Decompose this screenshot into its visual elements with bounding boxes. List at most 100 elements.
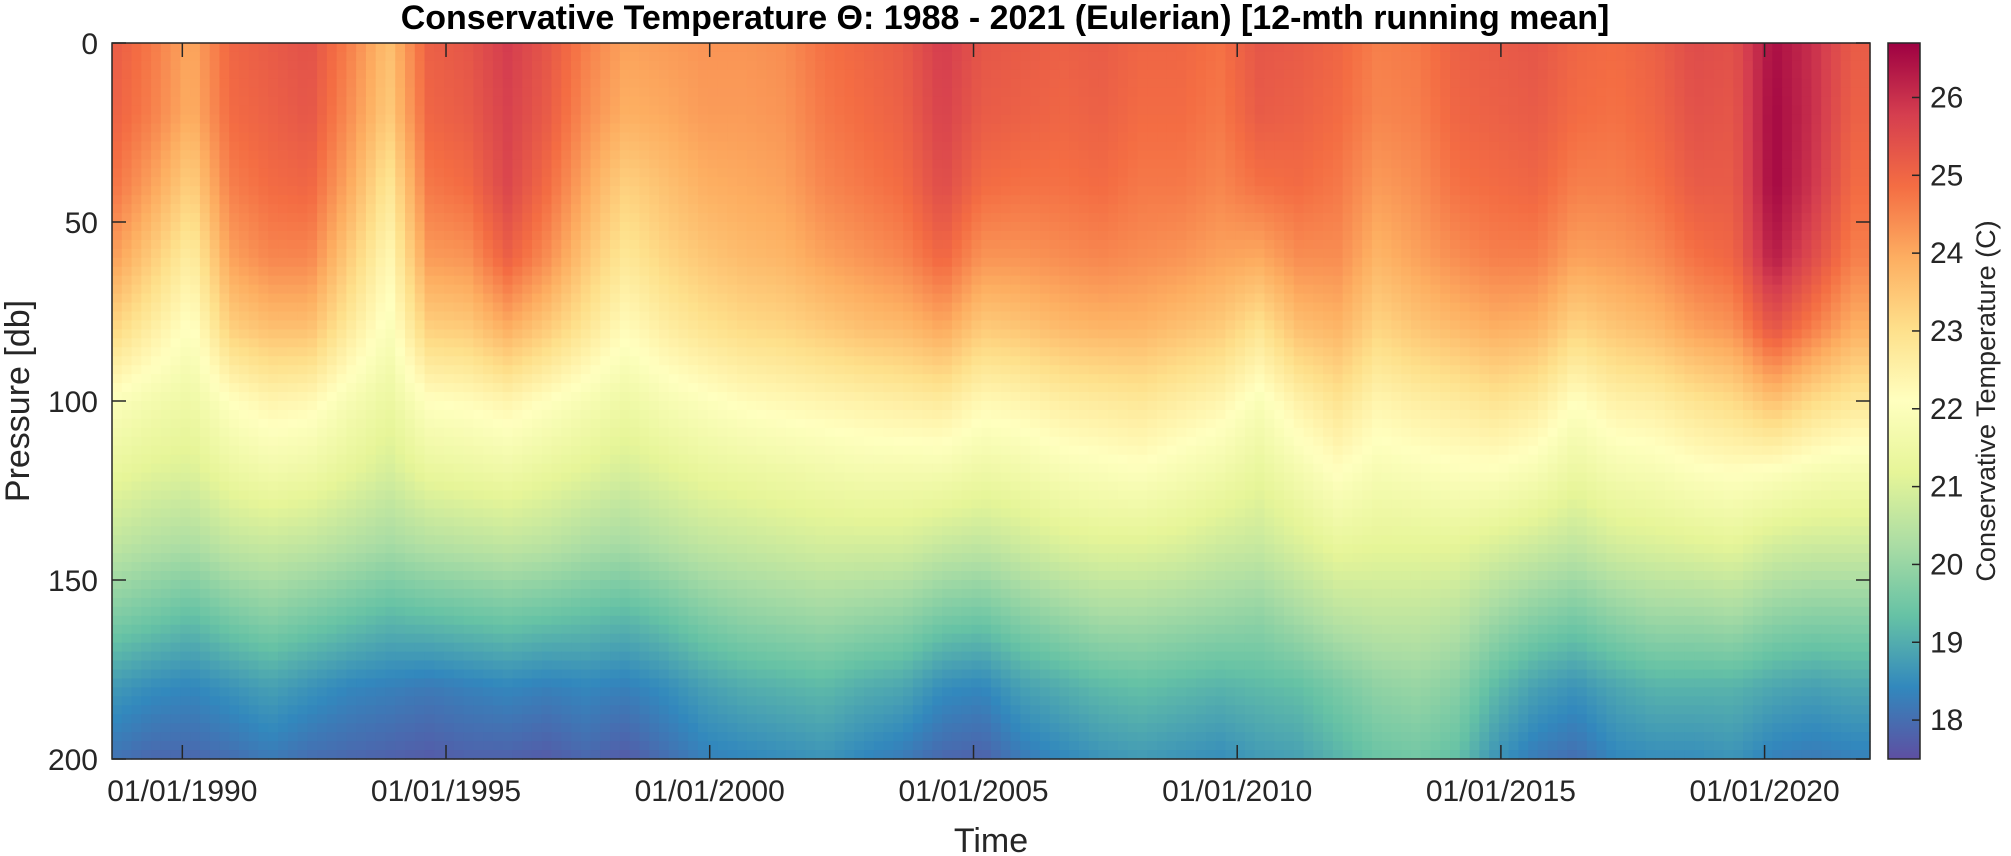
heatmap-cell	[317, 168, 328, 178]
heatmap-cell	[1030, 213, 1041, 223]
heatmap-cell	[1518, 239, 1529, 250]
heatmap-cell	[619, 213, 631, 223]
heatmap-cell	[707, 150, 719, 160]
heatmap-cell	[1225, 150, 1236, 160]
heatmap-cell	[1821, 123, 1832, 134]
heatmap-cell	[678, 96, 689, 107]
heatmap-cell	[1078, 60, 1090, 71]
heatmap-cell	[1020, 159, 1031, 169]
heatmap-cell	[727, 177, 738, 187]
heatmap-cell	[1303, 132, 1314, 143]
heatmap-cell	[1713, 78, 1725, 89]
heatmap-cell	[1772, 114, 1783, 125]
heatmap-cell	[883, 114, 894, 125]
heatmap-cell	[160, 159, 172, 169]
heatmap-cell	[1401, 266, 1412, 277]
heatmap-cell	[395, 114, 406, 125]
heatmap-cell	[571, 150, 582, 160]
heatmap-cell	[1625, 213, 1637, 223]
heatmap-cell	[1840, 114, 1852, 125]
heatmap-cell	[942, 159, 953, 169]
heatmap-cell	[1313, 186, 1324, 196]
heatmap-cell	[1811, 222, 1822, 232]
heatmap-cell	[844, 195, 855, 205]
heatmap-cell	[649, 96, 660, 107]
heatmap-cell	[1010, 275, 1021, 286]
plot-area	[111, 42, 1871, 760]
heatmap-cell	[1420, 284, 1432, 295]
heatmap-cell	[1537, 195, 1549, 205]
heatmap-cell	[1362, 239, 1373, 250]
heatmap-cell	[424, 141, 435, 151]
heatmap-cell	[463, 177, 474, 187]
heatmap-cell	[1801, 69, 1812, 80]
heatmap-cell	[1498, 239, 1510, 250]
heatmap-cell	[619, 60, 631, 71]
heatmap-cell	[746, 257, 758, 268]
heatmap-cell	[1371, 43, 1383, 53]
heatmap-cell	[346, 177, 357, 187]
heatmap-cell	[512, 87, 523, 98]
heatmap-cell	[1694, 204, 1705, 214]
heatmap-cell	[336, 222, 347, 232]
heatmap-cell	[1225, 195, 1236, 205]
heatmap-cell	[502, 141, 514, 151]
heatmap-cell	[1772, 239, 1783, 250]
heatmap-cell	[1772, 43, 1783, 53]
heatmap-cell	[580, 195, 592, 205]
heatmap-cell	[1518, 195, 1529, 205]
heatmap-cell	[1674, 266, 1686, 277]
heatmap-cell	[678, 51, 689, 62]
heatmap-cell	[1157, 60, 1168, 71]
heatmap-cell	[1635, 186, 1646, 196]
heatmap-cell	[248, 69, 260, 80]
heatmap-cell	[932, 195, 943, 205]
heatmap-cell	[1489, 51, 1500, 62]
heatmap-cell	[473, 105, 484, 116]
heatmap-cell	[512, 204, 523, 214]
heatmap-cell	[688, 168, 699, 178]
heatmap-cell	[766, 195, 777, 205]
heatmap-cell	[473, 60, 484, 71]
heatmap-cell	[600, 222, 611, 232]
heatmap-cell	[658, 275, 670, 286]
heatmap-cell	[434, 114, 445, 125]
heatmap-cell	[1284, 87, 1295, 98]
heatmap-cell	[395, 51, 406, 62]
heatmap-cell	[405, 239, 416, 250]
heatmap-cell	[1645, 141, 1656, 151]
heatmap-cell	[1020, 96, 1031, 107]
heatmap-cell	[453, 195, 465, 205]
heatmap-cell	[1508, 213, 1519, 223]
heatmap-cell	[893, 123, 904, 134]
heatmap-cell	[1030, 257, 1041, 268]
heatmap-cell	[1664, 87, 1676, 98]
heatmap-cell	[287, 87, 299, 98]
heatmap-cell	[1684, 69, 1695, 80]
heatmap-cell	[727, 43, 738, 53]
heatmap-cell	[961, 78, 973, 89]
heatmap-cell	[1674, 257, 1686, 268]
heatmap-cell	[649, 177, 660, 187]
heatmap-cell	[951, 239, 963, 250]
heatmap-cell	[795, 51, 807, 62]
heatmap-cell	[1703, 51, 1715, 62]
heatmap-cell	[1782, 69, 1793, 80]
heatmap-cell	[522, 60, 533, 71]
heatmap-cell	[1284, 51, 1295, 62]
heatmap-cell	[1098, 239, 1109, 250]
heatmap-cell	[238, 69, 250, 80]
heatmap-cell	[522, 78, 533, 89]
heatmap-cell	[1166, 78, 1178, 89]
heatmap-cell	[1069, 177, 1080, 187]
heatmap-cell	[1567, 222, 1578, 232]
heatmap-cell	[1215, 60, 1226, 71]
heatmap-cell	[1127, 195, 1139, 205]
heatmap-cell	[1323, 195, 1334, 205]
heatmap-cell	[444, 69, 455, 80]
heatmap-cell	[610, 177, 621, 187]
heatmap-cell	[1567, 230, 1578, 241]
heatmap-cell	[1401, 105, 1412, 116]
heatmap-cell	[678, 159, 689, 169]
heatmap-cell	[1567, 168, 1578, 178]
